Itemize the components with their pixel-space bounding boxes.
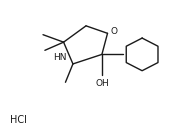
Text: HN: HN [53, 53, 66, 62]
Text: OH: OH [95, 79, 109, 88]
Text: O: O [110, 27, 117, 36]
Text: HCl: HCl [10, 115, 27, 125]
